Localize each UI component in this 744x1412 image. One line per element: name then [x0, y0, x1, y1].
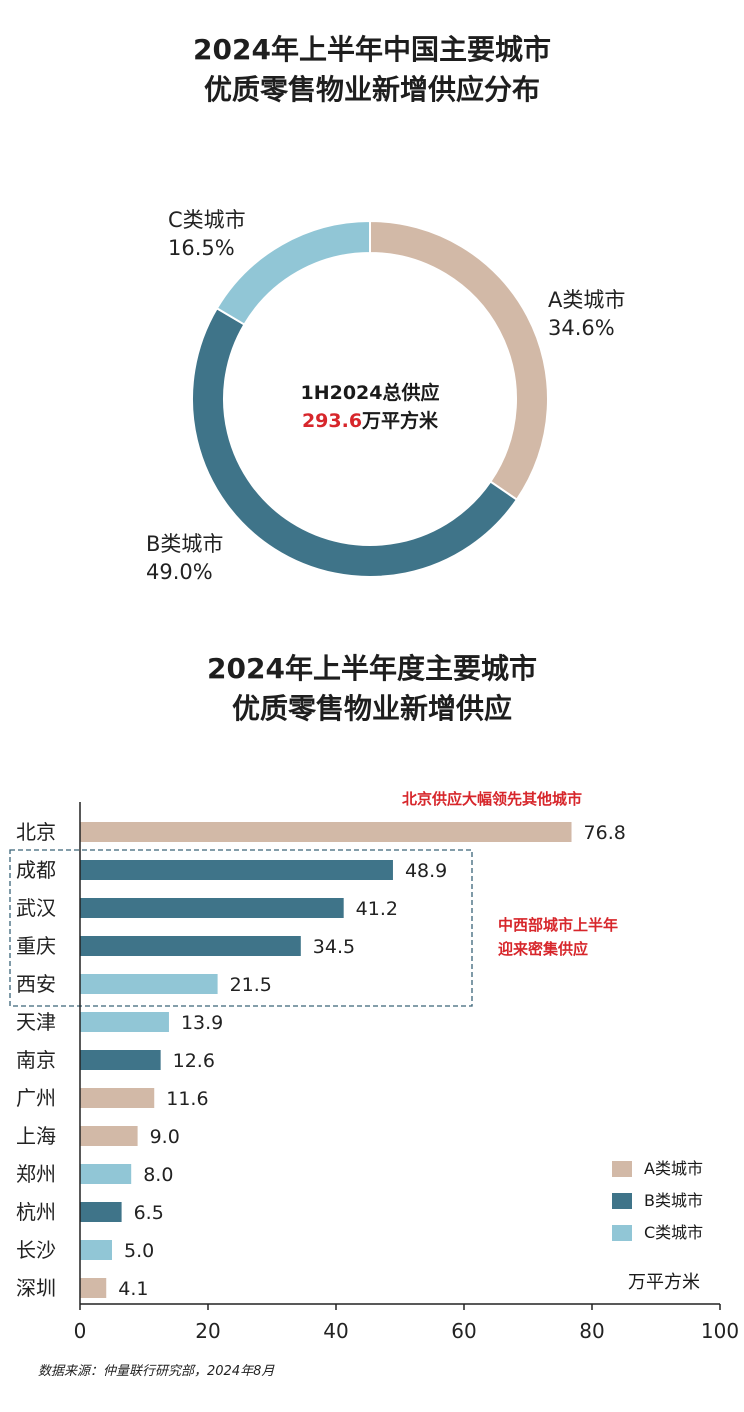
- bar-6: [80, 1050, 161, 1070]
- value-label-5: 13.9: [181, 1012, 223, 1034]
- bar-4: [80, 974, 218, 994]
- category-label-0: 北京: [16, 820, 56, 844]
- value-label-8: 9.0: [150, 1126, 180, 1148]
- label-a-class: A类城市 34.6%: [548, 286, 625, 342]
- value-label-12: 4.1: [118, 1278, 148, 1300]
- category-label-7: 广州: [16, 1086, 56, 1110]
- bar-0: [80, 822, 572, 842]
- donut-center-value: 293.6: [301, 410, 363, 432]
- value-label-4: 21.5: [230, 974, 272, 996]
- bar-1: [80, 860, 393, 880]
- source-note: 数据来源：仲量联行研究部，2024年8月: [38, 1364, 275, 1379]
- x-tick-label-4: 80: [579, 1319, 604, 1343]
- donut-slice-a: [369, 219, 549, 502]
- category-label-11: 长沙: [16, 1238, 56, 1262]
- bar-8: [80, 1126, 138, 1146]
- donut-slice-b: [191, 306, 519, 578]
- bar-11: [80, 1240, 112, 1260]
- value-label-2: 41.2: [356, 898, 398, 920]
- bar-chart: 北京 76.8 成都 48.9 武汉 41.2 重庆 34.5 西安 21.5 天津 13.9 南京 12…: [9, 802, 739, 1343]
- category-label-12: 深圳: [16, 1276, 56, 1300]
- legend-b-swatch: [612, 1193, 632, 1209]
- donut-center-total: 293.6万平方米: [270, 406, 470, 433]
- donut-title: 2024年上半年中国主要城市 优质零售物业新增供应分布: [0, 30, 744, 110]
- label-c-class-value: 16.5%: [168, 236, 235, 260]
- category-label-3: 重庆: [16, 934, 56, 958]
- x-tick-label-3: 60: [451, 1319, 476, 1343]
- label-b-class: B类城市 49.0%: [146, 530, 223, 586]
- x-tick-label-5: 100: [701, 1319, 739, 1343]
- legend-a-label: A类城市: [644, 1159, 703, 1178]
- legend-c-label: C类城市: [644, 1223, 704, 1242]
- bar-7: [80, 1088, 155, 1108]
- donut-title-line2: 优质零售物业新增供应分布: [203, 73, 540, 106]
- donut-chart: [191, 219, 549, 578]
- value-label-10: 6.5: [134, 1202, 164, 1224]
- value-label-11: 5.0: [124, 1240, 154, 1262]
- label-c-class-name: C类城市: [168, 208, 246, 232]
- bar-title-line2: 优质零售物业新增供应: [231, 692, 512, 725]
- category-label-2: 武汉: [16, 896, 56, 920]
- annotation-top: 北京供应大幅领先其他城市: [402, 790, 583, 808]
- category-label-5: 天津: [16, 1010, 56, 1034]
- bar-2: [80, 898, 344, 918]
- donut-center-unit: 万平方米: [362, 410, 439, 432]
- value-label-0: 76.8: [584, 822, 626, 844]
- category-label-6: 南京: [16, 1048, 56, 1072]
- category-label-1: 成都: [16, 858, 56, 882]
- value-label-7: 11.6: [166, 1088, 208, 1110]
- legend-a-swatch: [612, 1161, 632, 1177]
- bar-title-line1: 2024年上半年度主要城市: [207, 652, 537, 685]
- annotation-mid-line1: 中西部城市上半年: [498, 916, 619, 934]
- label-b-class-name: B类城市: [146, 532, 224, 556]
- donut-center-title: 1H2024总供应: [300, 382, 440, 404]
- value-label-6: 12.6: [173, 1050, 215, 1072]
- category-label-10: 杭州: [16, 1200, 56, 1224]
- unit-label: 万平方米: [628, 1272, 700, 1293]
- x-tick-label-1: 20: [195, 1319, 220, 1343]
- value-label-9: 8.0: [143, 1164, 173, 1186]
- label-c-class: C类城市 16.5%: [168, 206, 246, 262]
- x-tick-label-2: 40: [323, 1319, 348, 1343]
- bar-5: [80, 1012, 169, 1032]
- x-tick-label-0: 0: [74, 1319, 87, 1343]
- category-label-9: 郑州: [16, 1162, 56, 1186]
- bar-12: [80, 1278, 107, 1298]
- bar-9: [80, 1164, 132, 1184]
- highlight-box: [9, 849, 473, 1007]
- category-label-8: 上海: [16, 1124, 56, 1148]
- label-b-class-value: 49.0%: [146, 560, 213, 584]
- value-label-1: 48.9: [405, 860, 447, 882]
- category-label-4: 西安: [16, 972, 56, 996]
- legend-c-swatch: [612, 1225, 632, 1241]
- value-label-3: 34.5: [313, 936, 355, 958]
- legend-b-label: B类城市: [644, 1191, 703, 1210]
- annotation-mid-line2: 迎来密集供应: [498, 940, 589, 958]
- bar-title: 2024年上半年度主要城市 优质零售物业新增供应: [0, 649, 744, 729]
- donut-slice-c: [215, 219, 371, 326]
- label-a-class-name: A类城市: [548, 288, 626, 312]
- bar-3: [80, 936, 301, 956]
- bar-10: [80, 1202, 122, 1222]
- donut-title-line1: 2024年上半年中国主要城市: [193, 33, 551, 66]
- label-a-class-value: 34.6%: [548, 316, 615, 340]
